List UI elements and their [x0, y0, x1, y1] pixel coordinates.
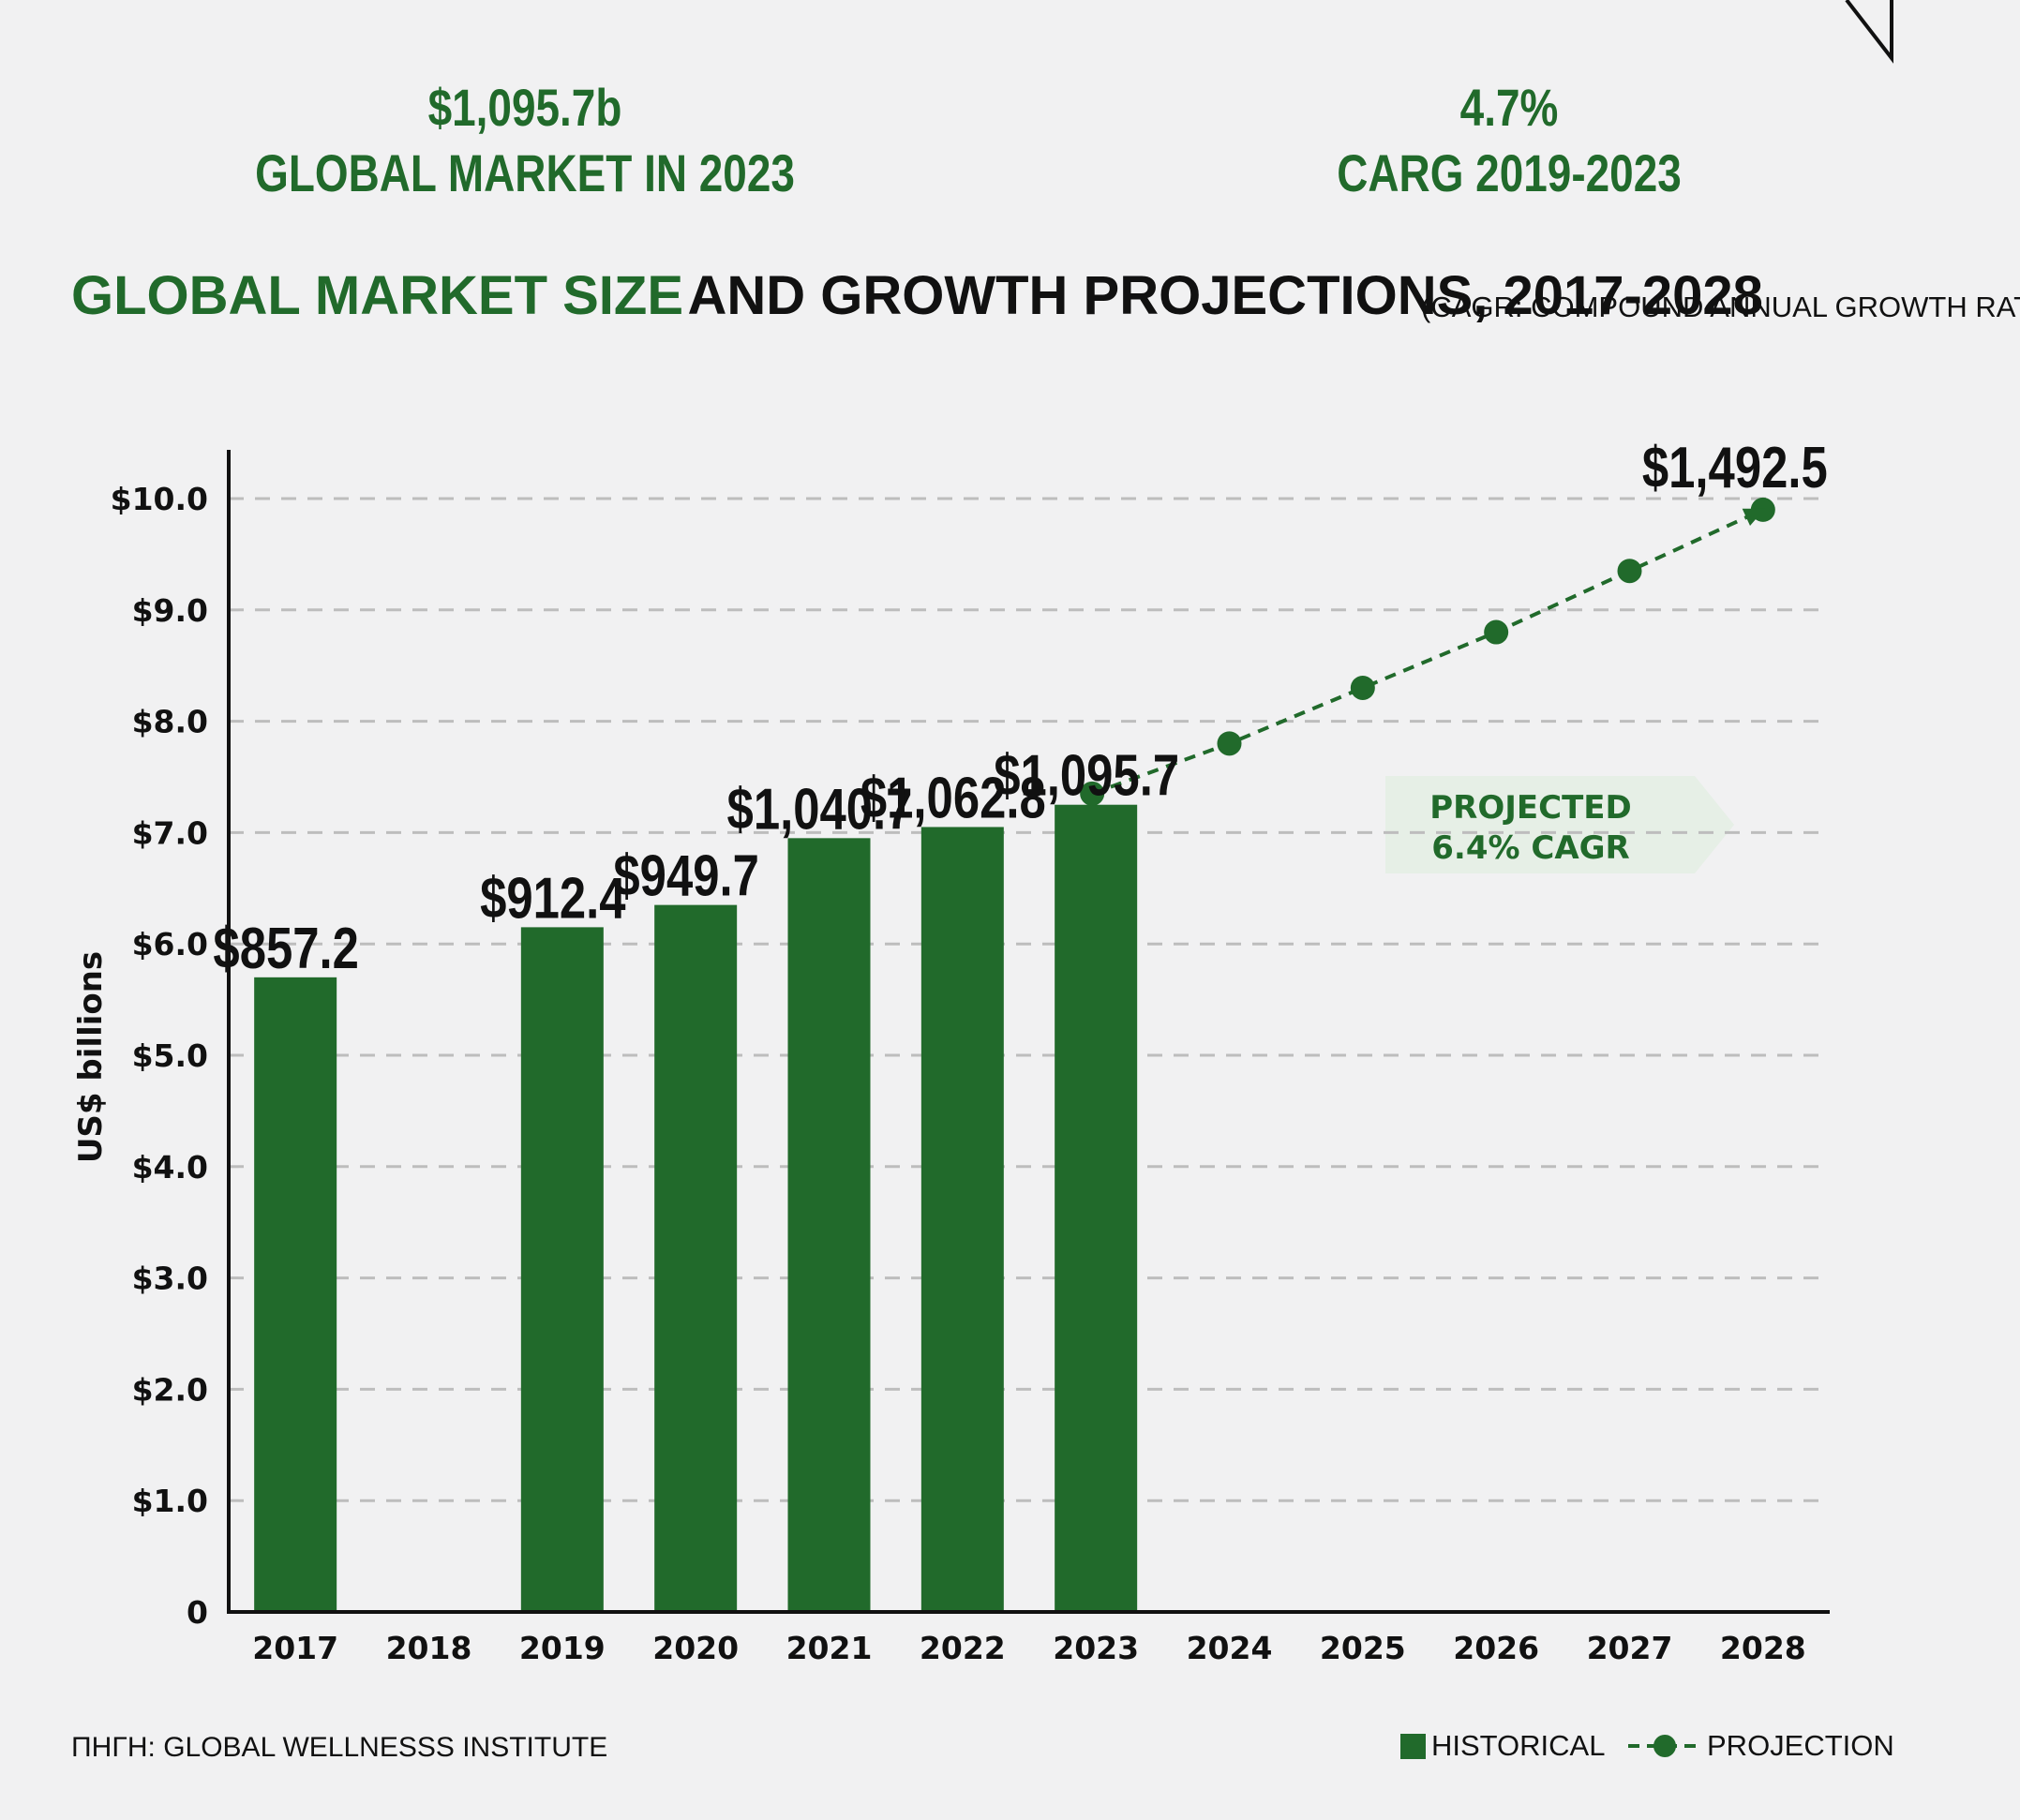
legend-label: PROJECTION: [1707, 1729, 1894, 1762]
y-tick-label: $10.0: [111, 481, 208, 517]
projection-point: [1350, 675, 1375, 700]
projection-point: [1217, 731, 1242, 756]
annotation-line1: PROJECTED: [1429, 789, 1631, 827]
title-rest: AND GROWTH PROJECTIONS, 2017-2028: [687, 265, 1763, 326]
x-tick-label: 2024: [1187, 1630, 1273, 1666]
y-tick-label: $1.0: [132, 1483, 208, 1519]
legend-dashed-line-icon: [1628, 1735, 1701, 1757]
annotation-line2: 6.4% CAGR: [1431, 829, 1630, 867]
y-tick-label: $6.0: [132, 926, 208, 962]
stat-label: GLOBAL MARKET IN 2023: [255, 143, 795, 202]
annotation-arrow-tip: [1695, 776, 1734, 873]
bar: [654, 904, 738, 1612]
stat-market-2023: $1,095.7b GLOBAL MARKET IN 2023: [248, 75, 801, 206]
y-tick-label: $5.0: [132, 1037, 208, 1074]
x-tick-label: 2018: [386, 1630, 472, 1666]
bar: [787, 838, 871, 1612]
stat-value: $1,095.7b: [427, 78, 622, 137]
y-tick-label: $7.0: [132, 814, 208, 851]
data-label: $1,040.7: [727, 778, 913, 843]
x-tick-label: 2026: [1453, 1630, 1539, 1666]
bar: [1055, 804, 1138, 1612]
bar: [520, 927, 604, 1612]
y-tick-label: $9.0: [132, 592, 208, 629]
x-tick-label: 2017: [252, 1630, 338, 1666]
data-label: $1,062.8: [860, 767, 1046, 831]
stat-cagr: 4.7% CARG 2019-2023: [1233, 75, 1786, 206]
y-tick-label: $2.0: [132, 1371, 208, 1408]
annotation-box: [1385, 776, 1695, 873]
projection-point: [1617, 559, 1642, 584]
legend-label: HISTORICAL: [1431, 1729, 1606, 1762]
legend-projection: PROJECTION: [1626, 1729, 1894, 1763]
projection-point: [1080, 781, 1105, 806]
bar: [254, 977, 337, 1612]
x-tick-label: 2021: [786, 1630, 873, 1666]
data-label: $857.2: [213, 917, 358, 981]
bar: [920, 827, 1004, 1612]
corner-arrow-icon: [1845, 0, 1893, 64]
projection-arrow-icon: [1742, 508, 1765, 526]
x-tick-label: 2019: [519, 1630, 606, 1666]
projection-line: [1091, 508, 1764, 796]
x-tick-label: 2028: [1720, 1630, 1806, 1666]
title-note: (CAGR: COMPOUND ANNUAL GROWTH RATE): [1421, 291, 2020, 323]
y-tick-label: $8.0: [132, 704, 208, 740]
x-tick-label: 2023: [1053, 1630, 1139, 1666]
projection-point: [1484, 619, 1509, 645]
y-axis-label: US$ billions: [72, 951, 110, 1163]
legend-historical: HISTORICAL: [1400, 1729, 1605, 1763]
x-tick-label: 2020: [652, 1630, 739, 1666]
title-highlight: GLOBAL MARKET SIZE: [71, 265, 684, 326]
source-note: ΠΗΓΗ: GLOBAL WELLNESSS INSTITUTE: [71, 1732, 608, 1763]
y-tick-label: $4.0: [132, 1149, 208, 1186]
x-tick-label: 2027: [1587, 1630, 1673, 1666]
x-tick-label: 2025: [1320, 1630, 1406, 1666]
stat-value: 4.7%: [1459, 78, 1559, 137]
data-label: $949.7: [613, 844, 758, 909]
y-tick-label: $3.0: [132, 1261, 208, 1297]
data-label: $1,095.7: [994, 744, 1179, 809]
chart-title: GLOBAL MARKET SIZE AND GROWTH PROJECTION…: [71, 264, 2020, 327]
projection-data-label: $1,492.5: [1642, 436, 1828, 500]
data-label: $912.4: [480, 867, 626, 932]
y-tick-label: 0: [187, 1594, 208, 1631]
stat-label: CARG 2019-2023: [1337, 143, 1682, 202]
x-tick-label: 2022: [920, 1630, 1006, 1666]
legend-square-icon: [1400, 1733, 1426, 1759]
